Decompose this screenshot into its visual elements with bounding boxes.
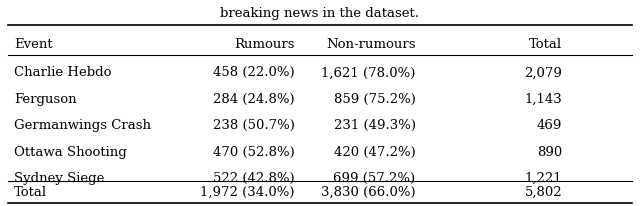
Text: Charlie Hebdo: Charlie Hebdo <box>14 66 111 80</box>
Text: 458 (22.0%): 458 (22.0%) <box>213 66 294 80</box>
Text: Ferguson: Ferguson <box>14 93 77 106</box>
Text: 469: 469 <box>537 119 562 132</box>
Text: Total: Total <box>529 38 562 51</box>
Text: Sydney Siege: Sydney Siege <box>14 172 104 185</box>
Text: 1,621 (78.0%): 1,621 (78.0%) <box>321 66 415 80</box>
Text: Germanwings Crash: Germanwings Crash <box>14 119 151 132</box>
Text: 859 (75.2%): 859 (75.2%) <box>333 93 415 106</box>
Text: 231 (49.3%): 231 (49.3%) <box>333 119 415 132</box>
Text: 1,972 (34.0%): 1,972 (34.0%) <box>200 186 294 199</box>
Text: Ottawa Shooting: Ottawa Shooting <box>14 146 127 159</box>
Text: 1,221: 1,221 <box>525 172 562 185</box>
Text: 1,143: 1,143 <box>524 93 562 106</box>
Text: 470 (52.8%): 470 (52.8%) <box>212 146 294 159</box>
Text: Rumours: Rumours <box>234 38 294 51</box>
Text: Total: Total <box>14 186 47 199</box>
Text: Event: Event <box>14 38 52 51</box>
Text: 284 (24.8%): 284 (24.8%) <box>213 93 294 106</box>
Text: 2,079: 2,079 <box>524 66 562 80</box>
Text: 238 (50.7%): 238 (50.7%) <box>212 119 294 132</box>
Text: 522 (42.8%): 522 (42.8%) <box>213 172 294 185</box>
Text: 3,830 (66.0%): 3,830 (66.0%) <box>321 186 415 199</box>
Text: 420 (47.2%): 420 (47.2%) <box>334 146 415 159</box>
Text: 890: 890 <box>537 146 562 159</box>
Text: breaking news in the dataset.: breaking news in the dataset. <box>221 7 419 20</box>
Text: Non-rumours: Non-rumours <box>326 38 415 51</box>
Text: 699 (57.2%): 699 (57.2%) <box>333 172 415 185</box>
Text: 5,802: 5,802 <box>525 186 562 199</box>
